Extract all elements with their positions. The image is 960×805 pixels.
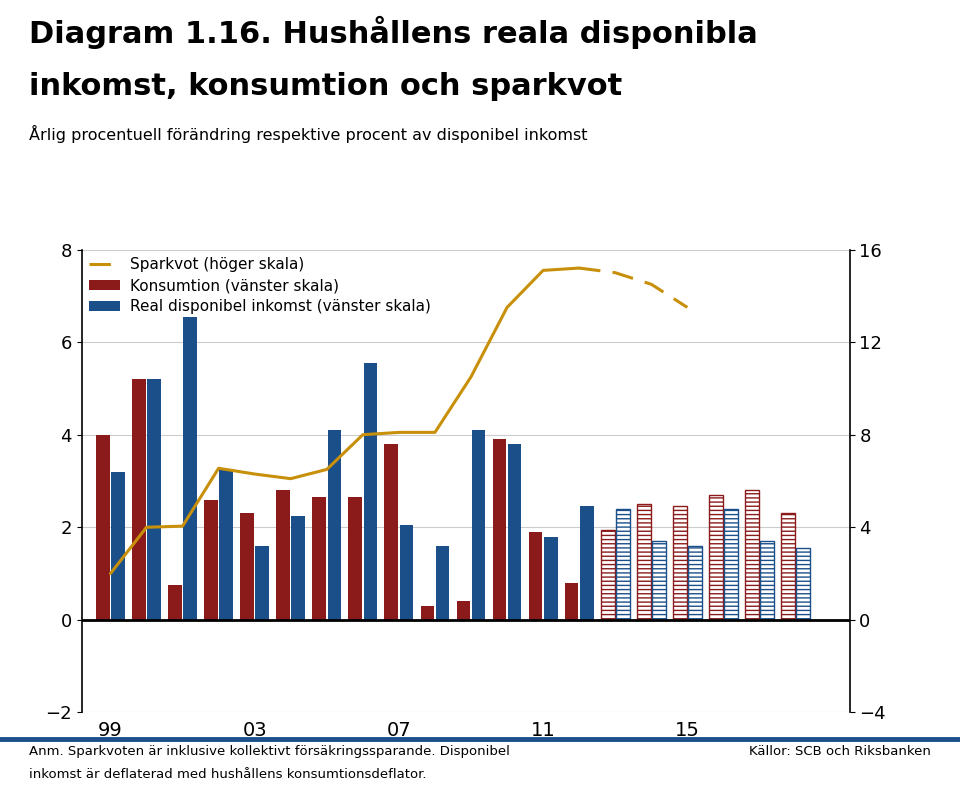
Bar <box>529 532 542 620</box>
Bar <box>312 497 326 620</box>
Bar <box>292 516 305 620</box>
Bar <box>601 530 614 620</box>
Bar <box>183 316 197 620</box>
Bar <box>673 506 686 620</box>
Bar <box>96 435 109 620</box>
Text: inkomst, konsumtion och sparkvot: inkomst, konsumtion och sparkvot <box>29 72 622 101</box>
Legend: Sparkvot (höger skala), Konsumtion (vänster skala), Real disponibel inkomst (vän: Sparkvot (höger skala), Konsumtion (väns… <box>89 257 431 315</box>
Bar <box>204 499 218 620</box>
Text: inkomst är deflaterad med hushållens konsumtionsdeflator.: inkomst är deflaterad med hushållens kon… <box>29 768 426 781</box>
Text: Källor: SCB och Riksbanken: Källor: SCB och Riksbanken <box>750 745 931 758</box>
Bar <box>327 430 341 620</box>
Text: Anm. Sparkvoten är inklusive kollektivt försäkringssparande. Disponibel: Anm. Sparkvoten är inklusive kollektivt … <box>29 745 510 758</box>
Bar <box>508 444 521 620</box>
Bar <box>348 497 362 620</box>
Bar <box>219 469 233 620</box>
Bar <box>364 363 377 620</box>
Bar <box>564 583 579 620</box>
Text: Årlig procentuell förändring respektive procent av disponibel inkomst: Årlig procentuell förändring respektive … <box>29 125 588 142</box>
Bar <box>636 504 651 620</box>
Bar <box>544 537 558 620</box>
Bar <box>168 585 181 620</box>
Bar <box>471 430 486 620</box>
Text: Diagram 1.16. Hushållens reala disponibla: Diagram 1.16. Hushållens reala disponibl… <box>29 16 757 49</box>
Bar <box>111 472 125 620</box>
Bar <box>688 546 702 620</box>
Bar <box>436 546 449 620</box>
Bar <box>745 490 758 620</box>
Bar <box>616 509 630 620</box>
Bar <box>709 495 723 620</box>
Bar <box>147 379 161 620</box>
Bar <box>724 509 738 620</box>
Bar <box>796 548 810 620</box>
Bar <box>384 444 398 620</box>
Bar <box>781 514 795 620</box>
Bar <box>255 546 269 620</box>
Bar <box>132 379 146 620</box>
Bar <box>457 601 470 620</box>
Bar <box>420 606 434 620</box>
Bar <box>240 514 254 620</box>
Bar <box>652 541 665 620</box>
Bar <box>580 506 593 620</box>
Bar <box>399 525 414 620</box>
Bar <box>276 490 290 620</box>
Bar <box>492 440 506 620</box>
Bar <box>760 541 774 620</box>
